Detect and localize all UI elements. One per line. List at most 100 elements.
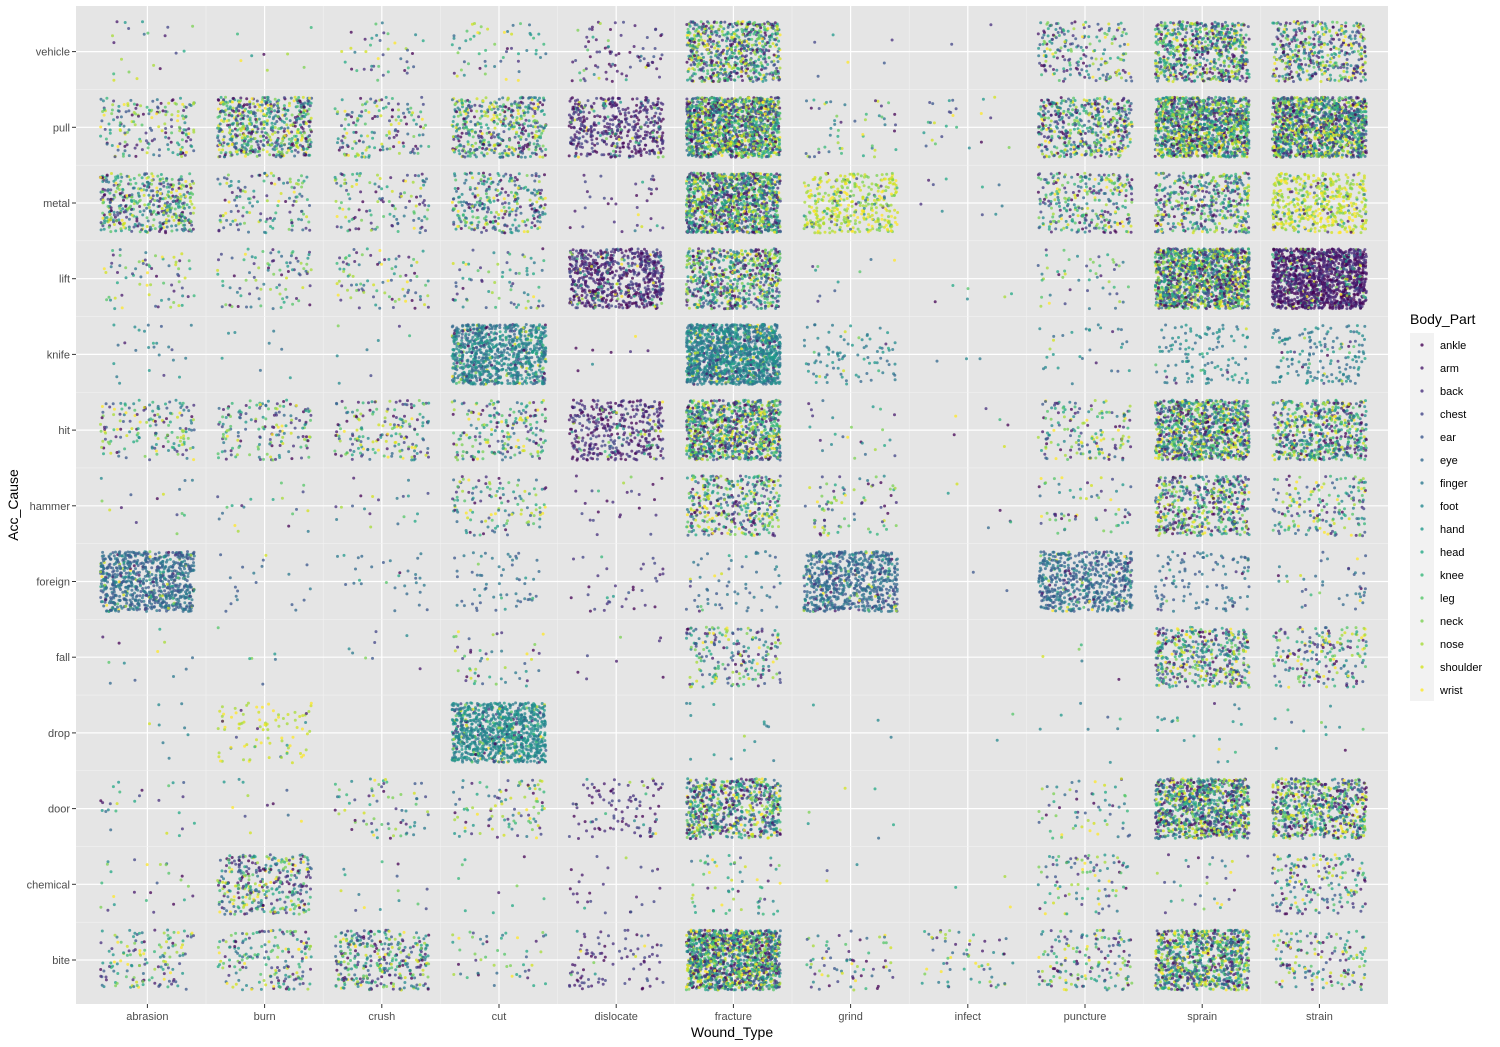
data-point (1093, 932, 1097, 936)
data-point (1004, 937, 1008, 941)
data-point (727, 854, 731, 857)
data-point (1355, 883, 1359, 887)
data-point (855, 863, 859, 867)
data-point (358, 977, 362, 981)
data-point (283, 860, 287, 864)
data-point (732, 963, 736, 967)
data-point (735, 942, 739, 946)
data-point (825, 940, 829, 944)
data-point (983, 939, 987, 943)
data-point (485, 785, 489, 789)
data-point (1339, 896, 1343, 900)
data-point (115, 981, 119, 985)
data-point (515, 973, 519, 976)
data-point (140, 788, 144, 792)
data-point (1307, 885, 1311, 889)
data-point (1217, 948, 1221, 952)
data-point (1154, 949, 1158, 953)
data-point (1330, 887, 1334, 891)
data-point (239, 861, 243, 865)
data-point (109, 870, 113, 874)
data-point (809, 959, 813, 963)
data-point (1080, 903, 1084, 906)
data-point (423, 952, 427, 956)
data-point (152, 910, 156, 914)
data-point (362, 966, 366, 970)
data-point (1049, 965, 1052, 968)
data-point (1345, 939, 1349, 943)
data-point (758, 885, 762, 889)
data-point (171, 979, 175, 983)
data-point (625, 955, 629, 959)
data-point (1209, 929, 1213, 933)
data-point (1101, 968, 1105, 972)
data-point (754, 938, 758, 942)
data-point (1205, 940, 1209, 944)
data-point (1218, 934, 1222, 938)
data-point (240, 958, 244, 962)
data-point (762, 947, 766, 951)
data-point (1317, 970, 1321, 974)
data-point (687, 938, 691, 942)
data-point (1274, 957, 1278, 961)
data-point (661, 980, 665, 984)
data-point (159, 965, 163, 969)
data-point (390, 935, 393, 939)
data-point (174, 980, 178, 984)
data-point (1127, 960, 1130, 964)
data-point (1122, 940, 1126, 943)
data-point (398, 987, 402, 991)
data-point (770, 950, 773, 954)
data-point (1294, 985, 1298, 989)
data-point (159, 945, 163, 949)
data-point (100, 881, 104, 885)
data-point (617, 782, 621, 786)
data-point (1173, 968, 1177, 972)
data-point (190, 931, 194, 935)
data-point (463, 858, 467, 862)
data-point (1075, 985, 1079, 989)
data-point (770, 967, 774, 970)
data-point (1236, 964, 1240, 968)
data-point (1063, 947, 1067, 951)
data-point (751, 987, 755, 991)
data-point (1127, 953, 1131, 957)
data-point (281, 949, 285, 953)
data-point (1121, 988, 1125, 991)
data-point (265, 885, 269, 889)
data-point (811, 980, 815, 984)
data-point (690, 943, 694, 947)
data-point (1274, 980, 1278, 984)
data-point (778, 881, 782, 885)
data-point (1300, 912, 1304, 916)
data-point (393, 954, 397, 958)
data-point (772, 934, 776, 938)
data-point (771, 985, 775, 989)
data-point (643, 956, 647, 960)
data-point (241, 965, 245, 969)
data-point (620, 828, 624, 832)
data-point (1330, 951, 1334, 955)
data-point (229, 898, 233, 902)
data-point (659, 943, 663, 947)
data-point (392, 982, 395, 986)
data-point (1272, 853, 1276, 857)
data-point (716, 985, 720, 989)
data-point (223, 955, 227, 959)
data-point (1041, 930, 1045, 934)
data-point (237, 883, 241, 887)
data-point (359, 938, 362, 942)
data-point (1233, 944, 1237, 948)
data-point (611, 791, 615, 795)
data-point (346, 962, 350, 966)
data-point (271, 892, 275, 896)
data-point (412, 824, 416, 828)
data-point (965, 948, 969, 952)
data-point (758, 931, 762, 935)
data-point (772, 912, 776, 916)
data-point (1092, 869, 1096, 873)
data-point (1329, 858, 1333, 862)
data-point (647, 967, 651, 971)
data-point (1330, 984, 1334, 987)
data-point (390, 966, 394, 970)
